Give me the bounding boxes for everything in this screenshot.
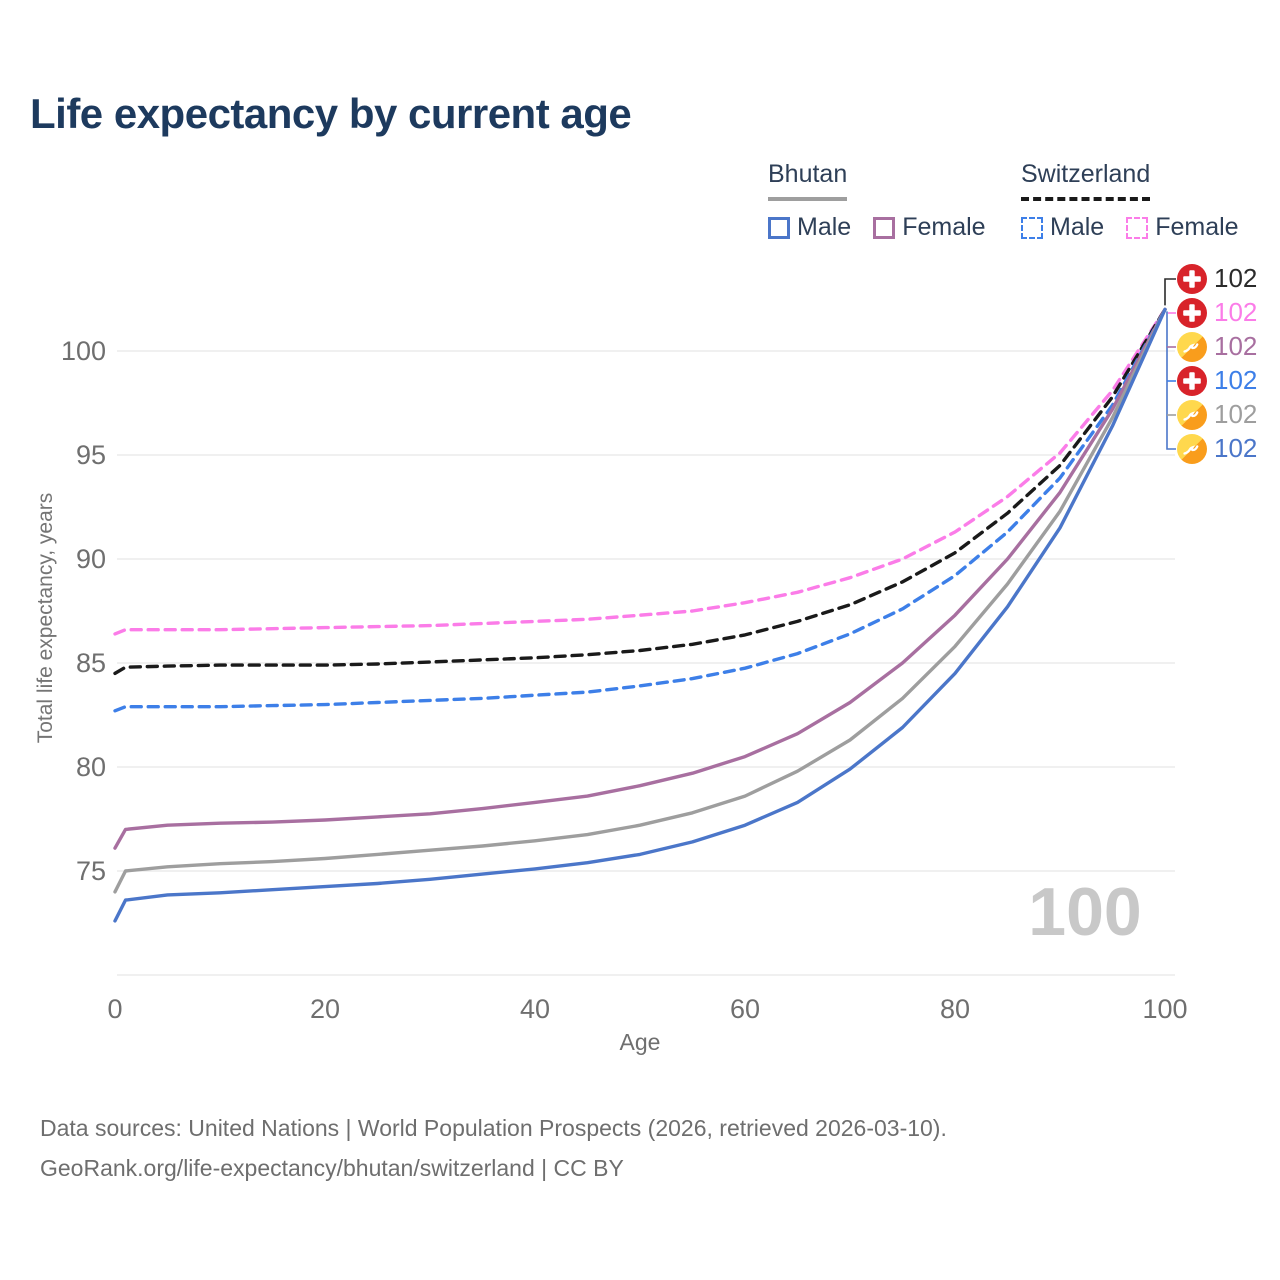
data-sources: Data sources: United Nations | World Pop… xyxy=(40,1108,947,1189)
legend-group-switzerland: Switzerland Male Female xyxy=(1021,160,1239,242)
series-line-bhutan-male[interactable] xyxy=(113,307,1167,923)
y-axis-label: Total life expectancy, years xyxy=(34,492,57,744)
end-label-value: 102 xyxy=(1214,365,1258,395)
switzerland-male-swatch xyxy=(1021,216,1043,239)
series-line-switzerland-female[interactable] xyxy=(113,307,1167,636)
legend-group-bhutan: Bhutan Male Female xyxy=(768,160,986,242)
switzerland-flag-icon xyxy=(1177,365,1207,396)
switzerland-flag-icon xyxy=(1177,297,1207,328)
age-indicator-watermark: 100 xyxy=(1028,874,1142,950)
legend-item-bhutan-female[interactable]: Female xyxy=(873,213,986,242)
x-tick-100: 100 xyxy=(1142,994,1187,1024)
x-tick-0: 0 xyxy=(107,994,122,1024)
legend-label-switzerland-male: Male xyxy=(1050,213,1105,241)
x-axis-label: Age xyxy=(620,1029,661,1055)
bhutan-flag-icon xyxy=(1177,433,1207,464)
y-tick-90: 90 xyxy=(76,544,106,574)
bhutan-flag-icon xyxy=(1177,399,1207,430)
end-label-switzerland-female: 102 xyxy=(1177,297,1257,328)
x-tick-20: 20 xyxy=(310,994,340,1024)
y-tick-75: 75 xyxy=(76,856,106,886)
legend-items-bhutan: Male Female xyxy=(768,213,986,242)
end-label-value: 102 xyxy=(1214,331,1258,361)
bhutan-flag-icon xyxy=(1177,331,1207,362)
data-sources-line1: Data sources: United Nations | World Pop… xyxy=(40,1115,947,1141)
bhutan-female-swatch xyxy=(873,216,896,239)
end-label-bhutan-female: 102 xyxy=(1177,331,1257,362)
series-line-bhutan-total[interactable] xyxy=(113,307,1167,894)
end-label-bhutan-male: 102 xyxy=(1177,433,1257,464)
legend-label-switzerland-female: Female xyxy=(1155,213,1239,241)
x-tick-60: 60 xyxy=(730,994,760,1024)
x-tick-40: 40 xyxy=(520,994,550,1024)
legend-label-bhutan-female: Female xyxy=(902,213,986,241)
end-label-switzerland-total: 102 xyxy=(1177,263,1257,294)
switzerland-female-swatch xyxy=(1126,216,1149,239)
legend-item-switzerland-male[interactable]: Male xyxy=(1021,213,1104,242)
y-tick-80: 80 xyxy=(76,752,106,782)
legend-item-bhutan-male[interactable]: Male xyxy=(768,213,851,242)
line-chart: 75 80 85 90 95 100 0 20 40 60 80 100 Age xyxy=(61,278,1188,1055)
leader-line-switzerland-total xyxy=(1164,278,1176,306)
legend-item-switzerland-female[interactable]: Female xyxy=(1126,213,1239,242)
leader-line-bhutan-male xyxy=(1166,311,1176,450)
y-tick-95: 95 xyxy=(76,440,106,470)
switzerland-flag-icon xyxy=(1177,263,1207,294)
series-line-bhutan-female[interactable] xyxy=(113,307,1167,850)
legend-label-bhutan-male: Male xyxy=(797,213,852,241)
data-sources-line2: GeoRank.org/life-expectancy/bhutan/switz… xyxy=(40,1155,624,1182)
legend-country-bhutan[interactable]: Bhutan xyxy=(768,160,848,201)
end-label-switzerland-male: 102 xyxy=(1177,365,1257,396)
legend-country-switzerland[interactable]: Switzerland xyxy=(1021,160,1151,201)
page-title: Life expectancy by current age xyxy=(30,90,632,137)
series-line-switzerland-male[interactable] xyxy=(113,307,1167,713)
bhutan-male-swatch xyxy=(768,216,790,239)
y-tick-100: 100 xyxy=(61,336,106,366)
end-label-value: 102 xyxy=(1214,399,1258,429)
y-tick-85: 85 xyxy=(76,648,106,678)
legend-items-switzerland: Male Female xyxy=(1021,213,1239,242)
end-label-bhutan-total: 102 xyxy=(1177,399,1257,430)
series-line-switzerland-total[interactable] xyxy=(113,307,1167,676)
end-label-value: 102 xyxy=(1214,263,1258,293)
end-label-value: 102 xyxy=(1214,297,1258,327)
end-label-value: 102 xyxy=(1214,433,1258,463)
x-tick-80: 80 xyxy=(940,994,970,1024)
